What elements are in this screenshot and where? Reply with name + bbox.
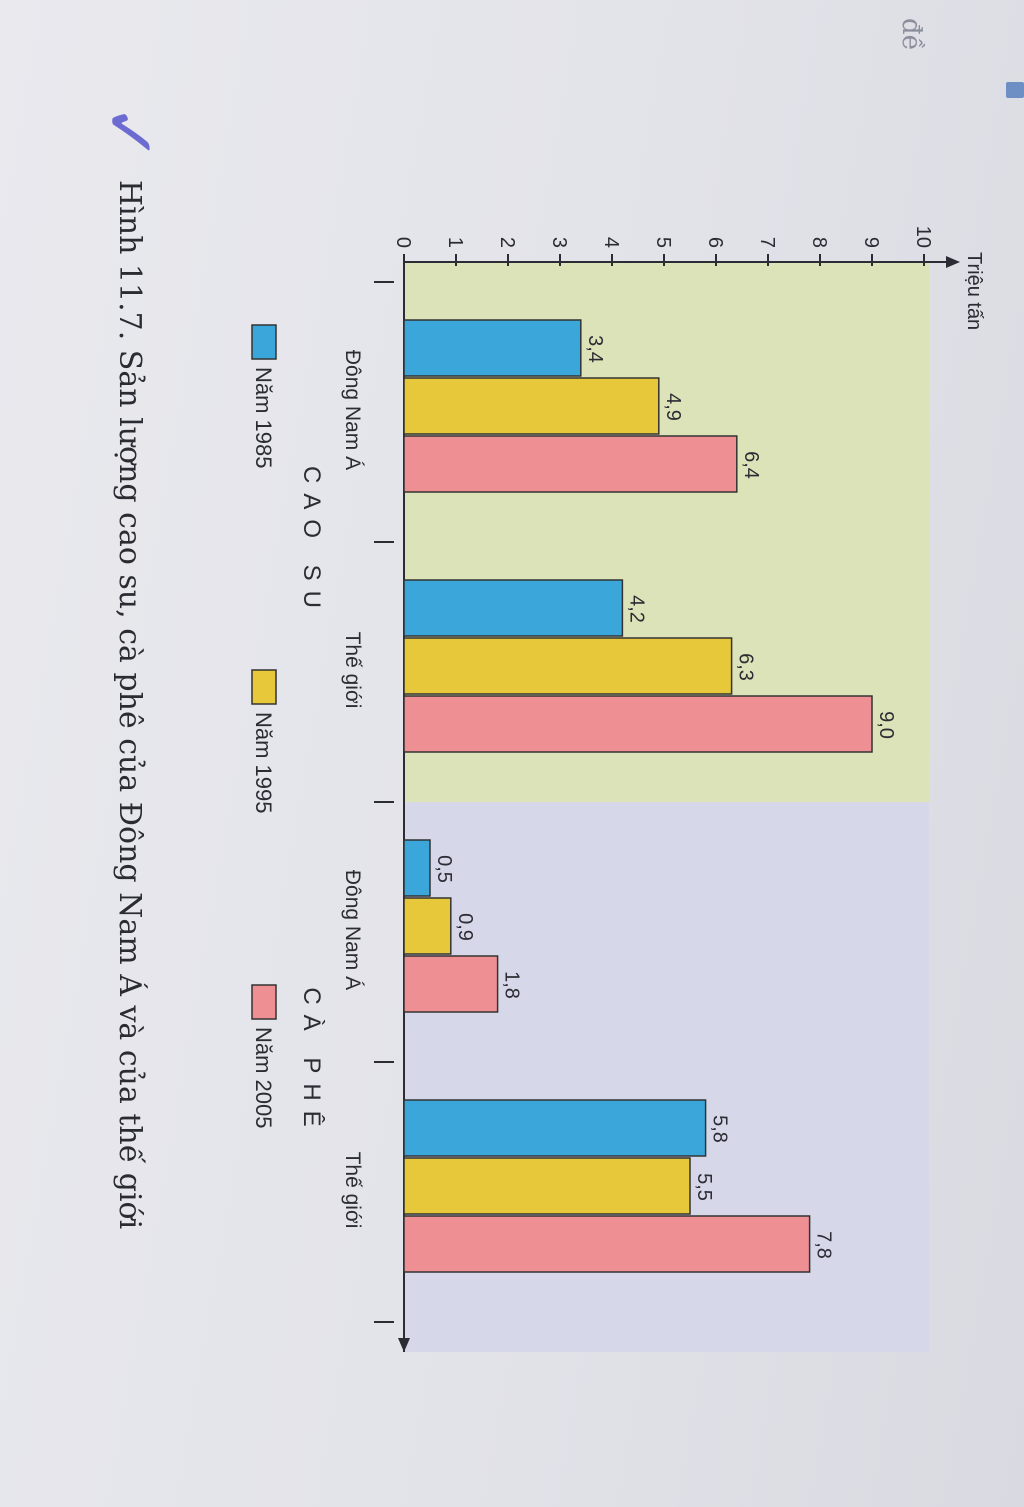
bar: [403, 637, 733, 695]
legend-label: Năm 1985: [251, 367, 276, 469]
legend-label: Năm 1995: [251, 712, 276, 814]
bar: [403, 377, 660, 435]
y-tick-label: 8: [808, 237, 830, 248]
category-label: Thế giới: [341, 1152, 364, 1229]
bars: [403, 319, 873, 1273]
bar-value-label: 5,5: [693, 1173, 715, 1201]
bar: [403, 319, 582, 377]
bar: [403, 839, 431, 897]
legend-label: Năm 2005: [251, 1027, 276, 1129]
figure-caption: Hình 11.7. Sản lượng cao su, cà phê của …: [112, 180, 148, 1229]
bar: [403, 955, 499, 1013]
y-tick-label: 7: [756, 237, 778, 248]
bar-value-label: 9,0: [875, 711, 897, 739]
chart-rotated: 0 1 2 3 4 5 6 7 8 9 10 Triệu tấn 3,4 4,9 6,4 Đông Nam Á…: [251, 226, 985, 1352]
bar: [403, 897, 452, 955]
bar-value-label: 0,9: [454, 913, 476, 941]
category-label: Thế giới: [341, 632, 364, 709]
x-axis-arrow: [398, 1338, 410, 1352]
margin-mark: [1006, 82, 1024, 98]
legend-swatch: [251, 669, 277, 705]
bar-value-label: 7,8: [813, 1231, 835, 1259]
bar-value-label: 0,5: [433, 855, 455, 883]
bar-value-label: 5,8: [709, 1115, 731, 1143]
y-tick-label: 4: [600, 237, 622, 248]
bar-value-label: 3,4: [584, 335, 606, 363]
group-label: CÀ PHÊ: [298, 987, 325, 1136]
legend-swatch: [251, 324, 277, 360]
y-tick-label: 0: [392, 237, 414, 248]
legend-swatch: [251, 984, 277, 1020]
y-tick-label: 2: [496, 237, 518, 248]
bar: [403, 695, 873, 753]
y-tick-label: 10: [912, 226, 934, 248]
y-axis-arrow: [946, 256, 960, 268]
y-tick-label: 5: [652, 237, 674, 248]
bar: [403, 579, 624, 637]
y-tick-label: 9: [860, 237, 882, 248]
bar: [403, 1215, 811, 1273]
y-tick-label: 3: [548, 237, 570, 248]
bar: [403, 1099, 707, 1157]
bar-value-label: 6,4: [740, 451, 762, 479]
category-label: Đông Nam Á: [341, 870, 364, 990]
bar-value-label: 1,8: [501, 971, 523, 999]
bar-value-label: 4,2: [625, 595, 647, 623]
bar: [403, 1157, 691, 1215]
labels: 0 1 2 3 4 5 6 7 8 9 10 Triệu tấn 3,4 4,9 6,4 Đông Nam Á…: [298, 226, 985, 1259]
group-label: CAO SU: [298, 466, 325, 618]
y-axis-label: Triệu tấn: [963, 252, 985, 330]
bar-value-label: 6,3: [735, 653, 757, 681]
bar-value-label: 4,9: [662, 393, 684, 421]
bar: [403, 435, 738, 493]
y-tick-label: 1: [444, 237, 466, 248]
legend: Năm 1985 Năm 1995 Năm 2005: [251, 324, 277, 1129]
y-tick-label: 6: [704, 237, 726, 248]
category-label: Đông Nam Á: [341, 350, 364, 470]
